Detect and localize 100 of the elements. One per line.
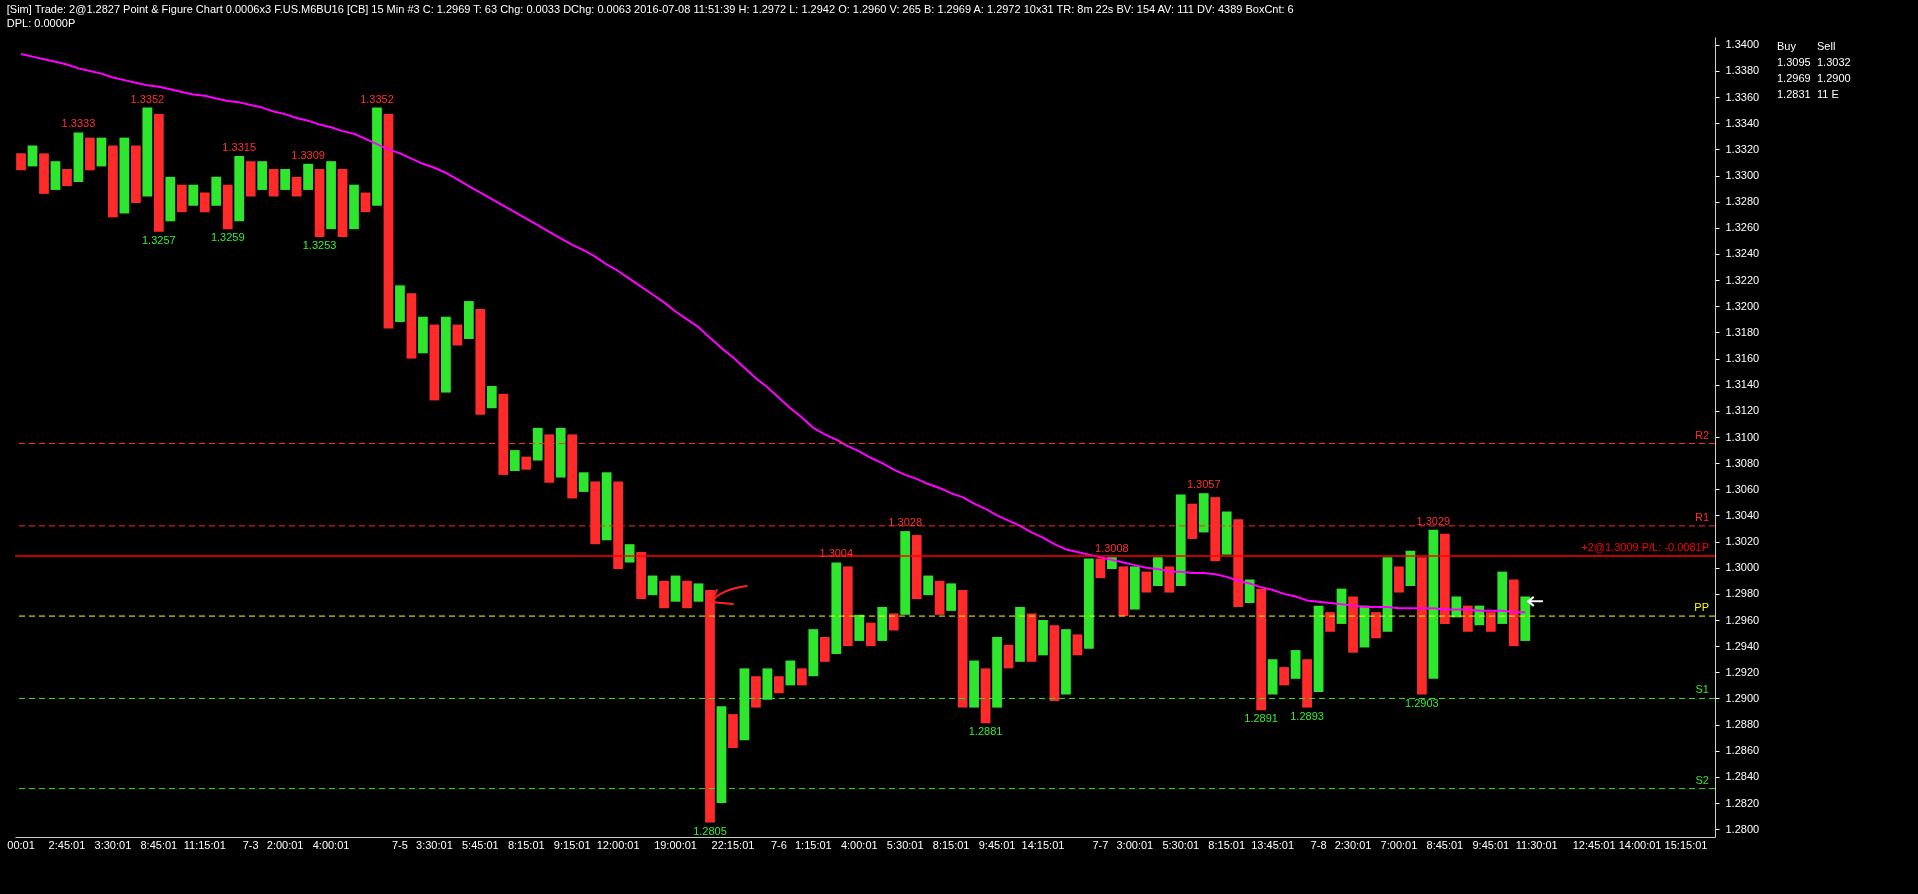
bar	[854, 614, 865, 641]
y-tick-label: 1.3060	[1725, 482, 1760, 495]
bar	[865, 622, 876, 647]
bar	[774, 676, 784, 694]
bar	[418, 316, 428, 354]
x-tick-label: 15:15:01	[1664, 838, 1708, 851]
bar	[303, 163, 313, 190]
x-tick-label: 2:00:01	[266, 838, 304, 851]
y-tick-label: 1.2900	[1725, 691, 1760, 704]
y-tick-label: 1.3340	[1725, 116, 1760, 129]
y-tick-label: 1.3000	[1725, 561, 1760, 574]
bar	[670, 575, 681, 602]
bar	[751, 676, 761, 708]
bar	[1348, 596, 1358, 653]
bar	[337, 169, 348, 237]
x-tick-label: 7-6	[770, 838, 787, 851]
bar	[1164, 566, 1175, 593]
annotation: 1.3259	[210, 231, 245, 244]
bar	[1152, 557, 1163, 587]
annotation: 1.2891	[1244, 712, 1278, 725]
annotation: 1.2881	[968, 725, 1003, 738]
text: 1.3095	[1777, 56, 1811, 68]
bar	[96, 137, 107, 167]
bar	[1198, 493, 1209, 533]
y-tick-label: 1.3180	[1725, 325, 1760, 338]
x-tick-label: 8:15:01	[507, 838, 545, 851]
x-tick-label: 8:15:01	[932, 838, 970, 851]
bar	[946, 583, 956, 611]
bar	[1129, 566, 1140, 610]
bar	[1095, 558, 1106, 579]
y-tick-label: 1.3020	[1725, 535, 1760, 548]
bar	[1072, 634, 1083, 656]
bar	[728, 714, 738, 749]
bar	[234, 155, 245, 222]
x-tick-label: 7-8	[1310, 838, 1327, 851]
text: 1.3032	[1817, 56, 1851, 68]
bar	[796, 668, 807, 686]
bar	[659, 580, 669, 609]
y-tick-label: 1.3080	[1725, 456, 1760, 469]
x-tick-label: 5:30:01	[886, 838, 924, 851]
bar	[27, 145, 38, 167]
bar	[349, 184, 359, 230]
y-tick-label: 1.3160	[1725, 352, 1760, 365]
bar	[1325, 612, 1335, 632]
annotation: 1.3333	[61, 117, 96, 130]
y-tick-label: 1.3240	[1725, 247, 1760, 260]
y-tick-label: 1.2800	[1725, 822, 1760, 835]
bar	[877, 606, 888, 641]
bar	[85, 137, 95, 171]
bar	[199, 192, 210, 213]
bar	[39, 153, 49, 194]
bar	[130, 145, 141, 204]
x-tick-label: 7-3	[242, 838, 259, 851]
bar	[463, 301, 474, 339]
bar	[188, 184, 199, 206]
annotation: 1.3057	[1186, 478, 1221, 491]
bar	[1485, 612, 1496, 632]
bar	[532, 427, 543, 461]
x-tick-label: 4:00:01	[312, 838, 350, 851]
x-tick-label: 5:45:01	[461, 838, 499, 851]
bar	[176, 184, 187, 213]
x-tick-label: 3:30:01	[416, 838, 453, 851]
bar	[808, 629, 819, 677]
annotation: 1.3352	[130, 92, 165, 105]
bar	[441, 316, 451, 393]
y-tick-label: 1.3260	[1725, 221, 1760, 234]
text: Sell	[1817, 40, 1836, 52]
bar	[785, 660, 796, 686]
y-tick-label: 1.3320	[1725, 142, 1760, 155]
bar	[452, 324, 463, 346]
bar	[705, 589, 715, 823]
y-tick-label: 1.3400	[1725, 38, 1760, 51]
bar	[601, 472, 612, 541]
y-tick-label: 1.3220	[1725, 273, 1760, 286]
bar	[326, 161, 336, 230]
bar	[360, 192, 371, 213]
bar	[1061, 629, 1071, 695]
x-tick-label: 12:00:01	[596, 838, 640, 851]
ref-line-label: S2	[1695, 773, 1709, 786]
x-tick-label: 19:00:01	[654, 838, 697, 851]
bar	[475, 308, 486, 415]
bar	[1084, 558, 1094, 649]
bar	[1221, 511, 1232, 555]
y-tick-label: 1.2820	[1725, 796, 1760, 809]
x-tick-label: 3:00:01	[1116, 838, 1154, 851]
y-tick-label: 1.3300	[1725, 169, 1760, 182]
x-tick-label: 14:00:01	[1618, 838, 1662, 851]
bar	[911, 535, 922, 600]
y-tick-label: 1.2880	[1725, 718, 1760, 731]
bar	[900, 531, 911, 615]
bar	[383, 114, 394, 329]
line-series	[20, 52, 1527, 614]
x-tick-label: 9:45:01	[978, 838, 1016, 851]
ref-line-label: S1	[1695, 683, 1709, 696]
bar	[50, 161, 61, 190]
bar	[682, 580, 692, 609]
x-tick-label: 7:00:01	[1380, 838, 1418, 851]
annotation: 1.3352	[360, 92, 394, 105]
x-tick-label: 9:45:01	[1472, 838, 1510, 851]
bar	[934, 580, 945, 615]
